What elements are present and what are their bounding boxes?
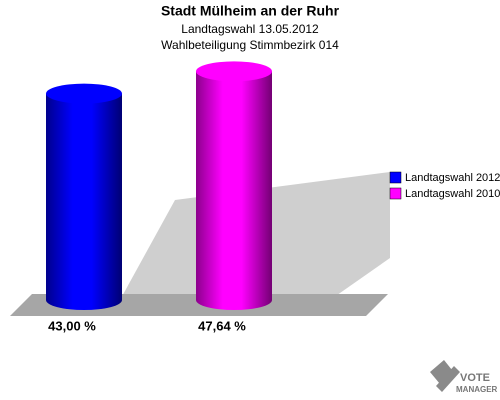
bar-top bbox=[196, 61, 272, 82]
watermark: VOTE MANAGER bbox=[430, 360, 498, 394]
bar-top bbox=[46, 83, 122, 104]
logo-text: VOTE bbox=[460, 372, 490, 384]
bar bbox=[196, 71, 272, 310]
legend-swatch bbox=[389, 171, 402, 184]
chart-subtitle: Wahlbeteiligung Stimmbezirk 014 bbox=[161, 38, 339, 52]
bar bbox=[46, 93, 122, 310]
legend-label: Landtagswahl 2010 bbox=[405, 188, 500, 200]
logo-icon bbox=[430, 360, 460, 392]
logo-text: MANAGER bbox=[456, 385, 498, 394]
data-label: 43,00 % bbox=[48, 318, 96, 333]
chart-subtitle: Landtagswahl 13.05.2012 bbox=[181, 22, 319, 36]
legend-swatch bbox=[389, 187, 402, 200]
data-label: 47,64 % bbox=[198, 318, 246, 333]
chart-title: Stadt Mülheim an der Ruhr bbox=[161, 3, 340, 19]
legend-label: Landtagswahl 2012 bbox=[405, 172, 500, 184]
